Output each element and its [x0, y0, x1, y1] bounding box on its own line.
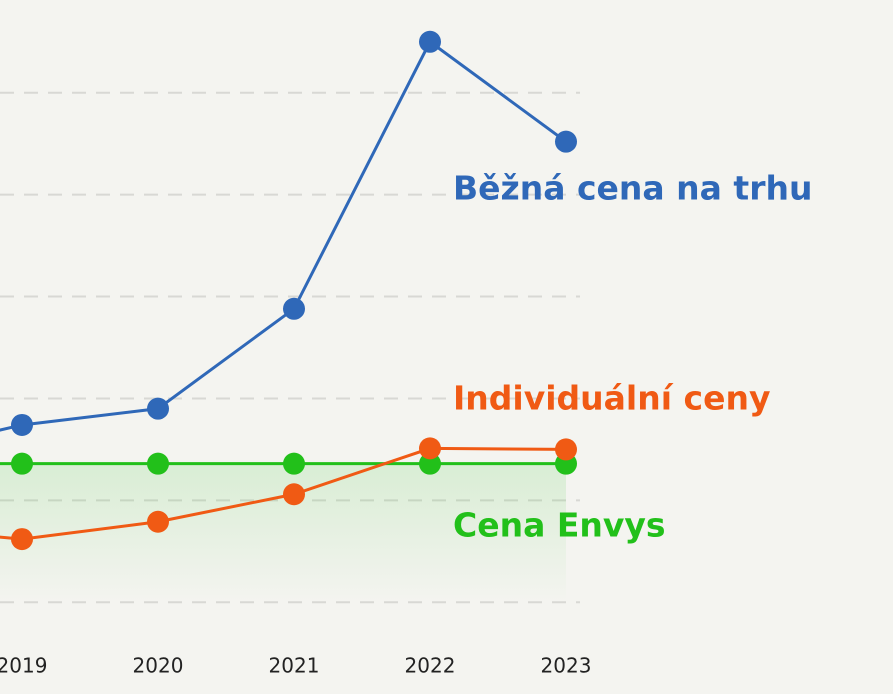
point	[419, 30, 441, 53]
point	[11, 528, 33, 551]
x-tick-label: 2019	[0, 654, 47, 678]
area	[0, 463, 566, 603]
x-tick-label: 2023	[541, 654, 592, 678]
point	[283, 297, 305, 320]
point	[147, 510, 169, 533]
series-label: Individuální ceny	[453, 379, 770, 418]
point	[283, 483, 305, 506]
x-tick-label: 2021	[269, 654, 320, 678]
point	[555, 438, 577, 461]
x-tick-label: 2020	[133, 654, 184, 678]
point	[283, 452, 305, 475]
point	[11, 452, 33, 475]
point	[419, 437, 441, 460]
series-label: Cena Envys	[453, 506, 666, 545]
x-tick-label: 2022	[405, 654, 456, 678]
series-label: Běžná cena na trhu	[453, 169, 812, 208]
point	[147, 397, 169, 420]
point	[555, 130, 577, 153]
point	[419, 452, 441, 475]
point	[11, 413, 33, 436]
line	[0, 446, 567, 541]
line	[0, 39, 567, 432]
point	[147, 452, 169, 475]
